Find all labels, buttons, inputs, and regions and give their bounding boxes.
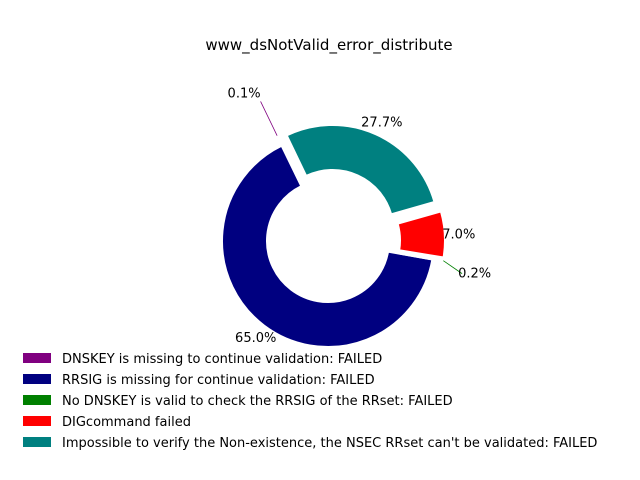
legend-label: DIGcommand failed [62,415,191,430]
legend-label: Impossible to verify the Non-existence, … [62,436,597,451]
chart-title: www_dsNotValid_error_distribute [205,36,452,55]
legend-label: RRSIG is missing for continue validation… [62,373,375,388]
legend-label: DNSKEY is missing to continue validation… [62,352,382,367]
slice-percentage-label: 65.0% [235,331,276,346]
leader-line [260,101,278,136]
leader-line [443,260,463,274]
legend-label: No DNSKEY is valid to check the RRSIG of… [62,394,453,409]
legend: DNSKEY is missing to continue validation… [23,352,597,451]
legend-swatch [23,437,51,447]
legend-swatch [23,416,51,426]
donut-slice [221,144,434,348]
slice-percentage-label: 0.2% [458,267,491,282]
slice-percentage-label: 7.0% [442,228,475,243]
donut-slices [221,124,446,348]
leader-lines [260,101,463,274]
slice-percentage-label: 27.7% [361,116,402,131]
percentage-labels: 0.1% 65.0% 0.2% 7.0% 27.7% [228,86,492,345]
donut-slice [285,124,436,216]
donut-slice [396,210,446,259]
legend-swatch [23,395,51,405]
legend-swatch [23,353,51,363]
slice-percentage-label: 0.1% [228,86,261,101]
legend-swatch [23,374,51,384]
